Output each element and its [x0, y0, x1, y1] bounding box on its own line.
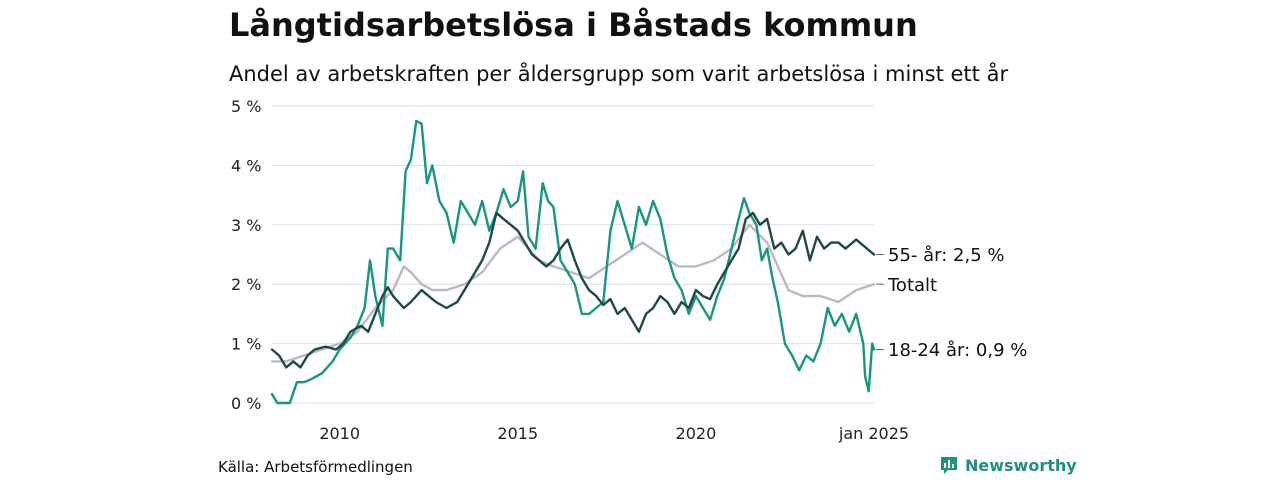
y-tick-label-5: 5 %	[231, 97, 261, 116]
x-tick-label-1: 2015	[497, 424, 538, 443]
brand-logo[interactable]: Newsworthy	[939, 455, 1077, 475]
source-note: Källa: Arbetsförmedlingen	[218, 458, 413, 476]
series-line-seniorer	[270, 211, 876, 369]
y-tick-label-4: 4 %	[231, 156, 261, 175]
y-tick-label-1: 1 %	[231, 335, 261, 354]
end-label-seniorer: 55- år: 2,5 %	[888, 245, 1004, 266]
y-tick-label-2: 2 %	[231, 275, 261, 294]
y-tick-label-0: 0 %	[231, 394, 261, 413]
x-tick-label-2: 2020	[676, 424, 717, 443]
x-tick-label-0: 2010	[319, 424, 360, 443]
end-label-ungdom: 18-24 år: 0,9 %	[888, 340, 1027, 361]
chart-title: Långtidsarbetslösa i Båstads kommun	[229, 6, 918, 44]
chart-subtitle: Andel av arbetskraften per åldersgrupp s…	[229, 62, 1009, 86]
series-line-ungdom	[270, 119, 876, 405]
x-tick-label-3: jan 2025	[838, 424, 909, 443]
newsworthy-logo-icon	[941, 457, 957, 474]
y-tick-label-3: 3 %	[231, 216, 261, 235]
brand-name: Newsworthy	[965, 455, 1077, 475]
end-label-totalt: Totalt	[887, 275, 937, 296]
